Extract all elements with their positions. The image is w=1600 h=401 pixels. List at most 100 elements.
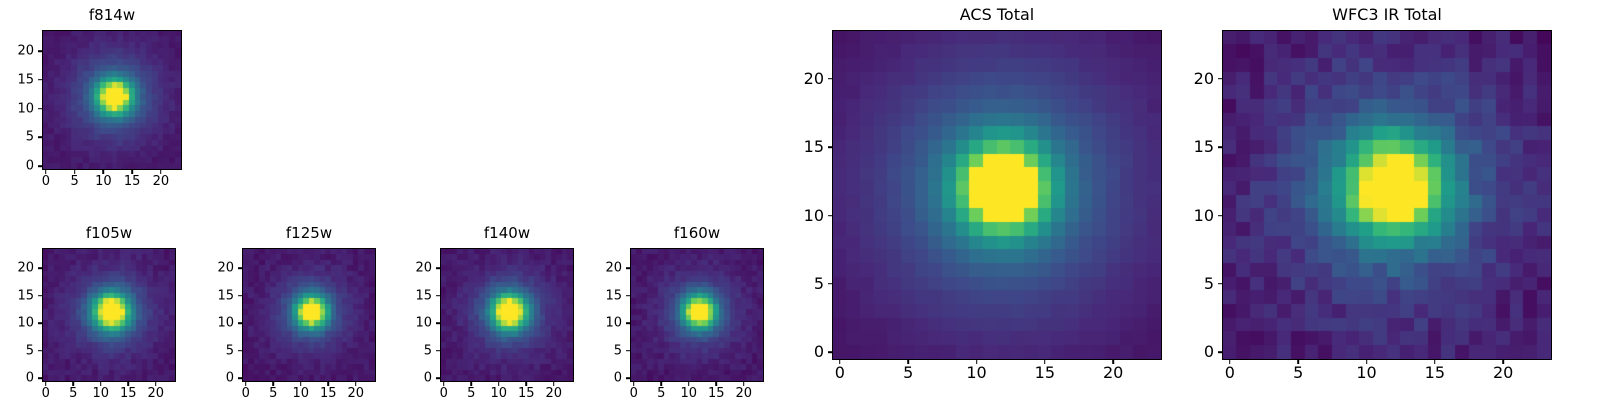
x-tick-mark — [660, 381, 663, 386]
x-tick-label: 5 — [903, 363, 914, 382]
y-tick-mark — [626, 349, 631, 352]
plot-area: 0 5 10 15 20 0 5 10 15 20 — [605, 248, 764, 400]
y-tick-mark — [626, 322, 631, 325]
x-tick-mark — [687, 381, 690, 386]
x-tick-label: 20 — [347, 386, 365, 401]
y-tick-mark — [38, 107, 43, 110]
y-tick-mark — [38, 79, 43, 81]
heatmap-panel-wfc3-ir-total: WFC3 IR Total 0 5 10 15 20 0 5 10 15 20 — [1194, 6, 1552, 381]
heatmap-canvas — [631, 249, 763, 381]
panel-title: f140w — [483, 224, 531, 242]
x-tick-label: 20 — [1492, 363, 1514, 382]
y-tick-label: 5 — [25, 343, 34, 359]
x-tick-label: 5 — [70, 174, 79, 189]
y-tick-mark — [1218, 78, 1223, 80]
y-tick-label: 0 — [25, 370, 34, 386]
x-tick-mark — [354, 381, 357, 386]
x-tick-label: 20 — [735, 386, 753, 401]
x-tick-mark — [272, 381, 275, 386]
heatmap-panel-f814w: f814w 0 5 10 15 20 0 5 10 15 20 — [17, 6, 182, 188]
y-tick-label: 20 — [803, 68, 824, 88]
y-tick-label: 5 — [225, 343, 234, 359]
y-tick-mark — [1218, 283, 1223, 285]
y-tick-label: 5 — [613, 343, 622, 359]
y-tick-label: 0 — [813, 342, 824, 362]
heatmap-canvas — [243, 249, 375, 381]
y-tick-mark — [238, 267, 243, 270]
x-tick-label: 15 — [1034, 363, 1055, 382]
y-tick-mark — [436, 377, 441, 380]
y-tick-label: 20 — [415, 260, 432, 276]
y-tick-mark — [38, 294, 43, 297]
plot-area: 0 5 10 15 20 0 5 10 15 20 — [217, 248, 376, 400]
x-tick-label: 0 — [1224, 363, 1235, 382]
y-tick-label: 0 — [225, 370, 234, 386]
x-tick-label: 10 — [95, 174, 112, 189]
x-tick-mark — [525, 381, 528, 386]
x-tick-label: 0 — [439, 386, 448, 401]
y-tick-mark — [38, 349, 43, 352]
y-tick-label: 20 — [217, 260, 234, 276]
y-tick-label: 15 — [17, 72, 34, 88]
y-tick-label: 0 — [1203, 342, 1214, 362]
x-tick-label: 15 — [123, 174, 141, 189]
x-tick-mark — [44, 381, 47, 386]
x-tick-mark — [552, 381, 555, 386]
x-tick-mark — [131, 169, 133, 174]
y-tick-mark — [238, 294, 243, 297]
y-tick-label: 15 — [217, 288, 234, 304]
y-tick-mark — [828, 351, 833, 353]
y-tick-mark — [38, 136, 43, 139]
y-tick-label: 10 — [217, 315, 234, 331]
x-tick-label: 15 — [1424, 363, 1445, 382]
heatmap-canvas — [833, 31, 1161, 359]
x-tick-mark — [632, 381, 635, 386]
y-tick-label: 5 — [423, 343, 432, 359]
x-tick-mark — [154, 381, 157, 386]
y-tick-mark — [238, 322, 243, 325]
y-tick-label: 20 — [17, 43, 34, 59]
x-tick-mark — [442, 381, 445, 386]
y-tick-mark — [626, 294, 631, 297]
x-tick-mark — [99, 381, 102, 386]
plot-area: 0 5 10 15 20 0 5 10 15 20 — [1194, 30, 1552, 381]
y-tick-label: 5 — [1203, 273, 1214, 293]
x-tick-mark — [470, 381, 473, 386]
x-tick-mark — [975, 359, 978, 364]
y-tick-label: 15 — [803, 137, 824, 157]
x-tick-label: 20 — [545, 386, 563, 401]
x-tick-mark — [299, 381, 302, 386]
y-tick-mark — [38, 165, 43, 167]
x-tick-mark — [73, 169, 76, 174]
x-tick-mark — [742, 381, 745, 386]
y-tick-mark — [828, 283, 833, 285]
x-tick-label: 10 — [490, 386, 508, 401]
y-tick-mark — [828, 146, 833, 148]
y-tick-mark — [436, 294, 441, 297]
x-tick-label: 5 — [1293, 363, 1304, 382]
x-tick-mark — [1044, 359, 1046, 364]
x-tick-label: 0 — [41, 174, 51, 189]
y-tick-label: 15 — [605, 288, 622, 304]
x-tick-mark — [327, 381, 330, 386]
x-tick-mark — [127, 381, 130, 386]
x-tick-mark — [839, 359, 841, 364]
panel-title: f105w — [85, 224, 133, 242]
x-tick-mark — [497, 381, 500, 386]
y-tick-label: 15 — [415, 288, 432, 304]
y-tick-label: 15 — [17, 288, 34, 304]
y-tick-label: 10 — [17, 101, 34, 117]
y-tick-mark — [436, 349, 441, 352]
y-tick-mark — [38, 377, 43, 380]
x-tick-mark — [1434, 359, 1436, 364]
x-tick-label: 10 — [680, 386, 698, 401]
y-tick-label: 0 — [613, 370, 622, 386]
y-tick-label: 20 — [1193, 68, 1214, 88]
plot-area: 0 5 10 15 20 0 5 10 15 20 — [17, 30, 182, 188]
panel-title: f125w — [285, 224, 333, 242]
x-tick-mark — [907, 359, 909, 364]
heatmap-panel-f160w: f160w 0 5 10 15 20 0 5 10 15 20 — [605, 224, 764, 400]
y-tick-mark — [38, 322, 43, 325]
y-tick-label: 5 — [813, 273, 824, 293]
